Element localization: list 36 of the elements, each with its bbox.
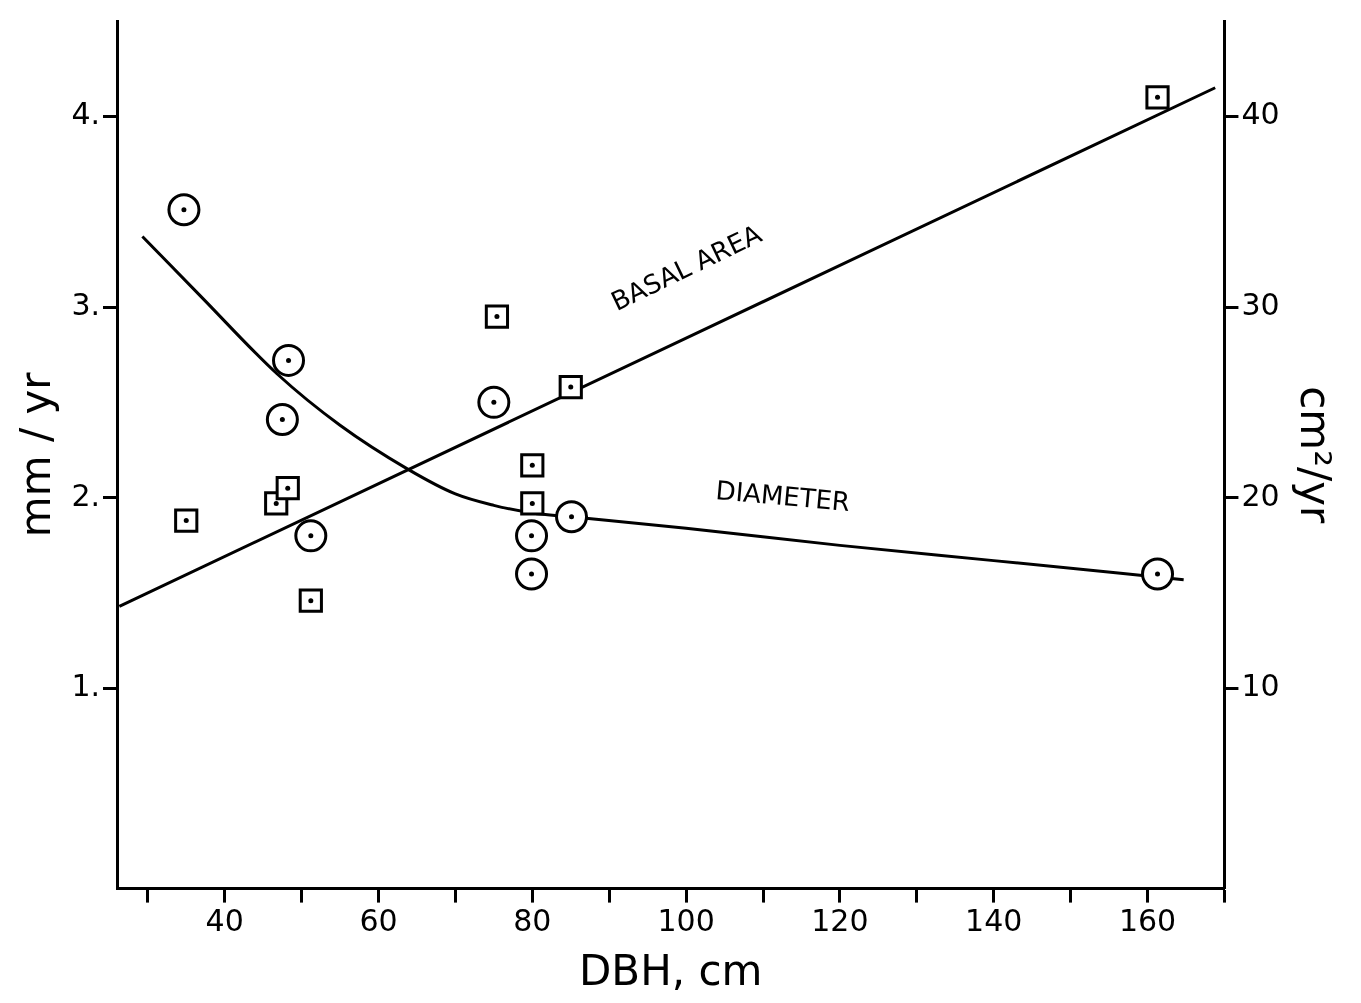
x-tick-label: 100 xyxy=(657,903,715,939)
y-axis-title: mm / yr xyxy=(11,371,61,538)
y-tick-label: 2. xyxy=(71,477,101,513)
y2-tick-label: 20 xyxy=(1241,477,1280,513)
point xyxy=(167,193,201,227)
point xyxy=(520,453,545,478)
x-tick-label: 140 xyxy=(965,903,1023,939)
y-tick-label: 1. xyxy=(71,668,101,704)
point xyxy=(555,500,589,534)
y-tick-label: 4. xyxy=(71,96,101,132)
x-tick-label: 60 xyxy=(359,903,398,939)
y-tick-label: 3. xyxy=(71,286,101,322)
x-axis-title: DBH, cm xyxy=(579,945,763,995)
annotation: DIAMETER xyxy=(714,475,852,517)
point xyxy=(558,375,583,400)
y2-axis-title: cm²/yr xyxy=(1290,386,1340,525)
point xyxy=(298,588,323,613)
point xyxy=(484,304,510,329)
x-tick-label: 40 xyxy=(205,903,244,939)
point xyxy=(272,343,306,377)
x-tick-label: 80 xyxy=(513,903,552,939)
point xyxy=(174,508,199,533)
y2-tick-label: 10 xyxy=(1241,668,1280,704)
point xyxy=(1141,557,1175,591)
point xyxy=(1145,85,1170,110)
y2-tick-label: 40 xyxy=(1241,96,1280,132)
point xyxy=(520,491,545,516)
point xyxy=(265,403,299,437)
y2-tick-label: 30 xyxy=(1241,286,1280,322)
point xyxy=(477,385,511,419)
point xyxy=(275,476,300,501)
point xyxy=(515,519,549,553)
point xyxy=(294,519,328,553)
point xyxy=(515,557,549,591)
x-tick-label: 160 xyxy=(1118,903,1177,939)
x-tick-label: 120 xyxy=(811,903,869,939)
